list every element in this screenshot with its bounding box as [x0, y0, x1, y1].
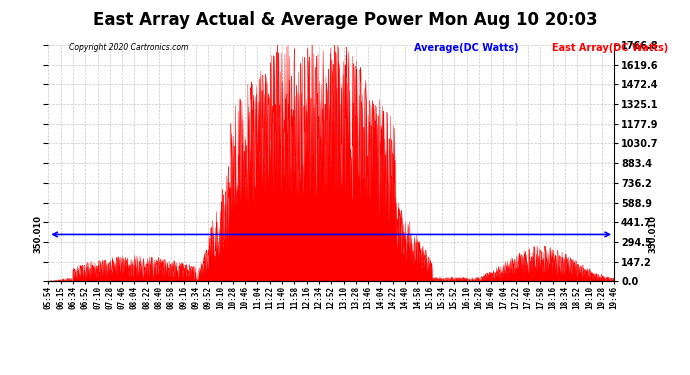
Text: Copyright 2020 Cartronics.com: Copyright 2020 Cartronics.com [69, 43, 188, 52]
Text: Average(DC Watts): Average(DC Watts) [414, 43, 519, 53]
Text: East Array(DC Watts): East Array(DC Watts) [552, 43, 668, 53]
Text: 350.010: 350.010 [648, 216, 657, 254]
Text: 350.010: 350.010 [34, 216, 43, 254]
Text: East Array Actual & Average Power Mon Aug 10 20:03: East Array Actual & Average Power Mon Au… [92, 11, 598, 29]
